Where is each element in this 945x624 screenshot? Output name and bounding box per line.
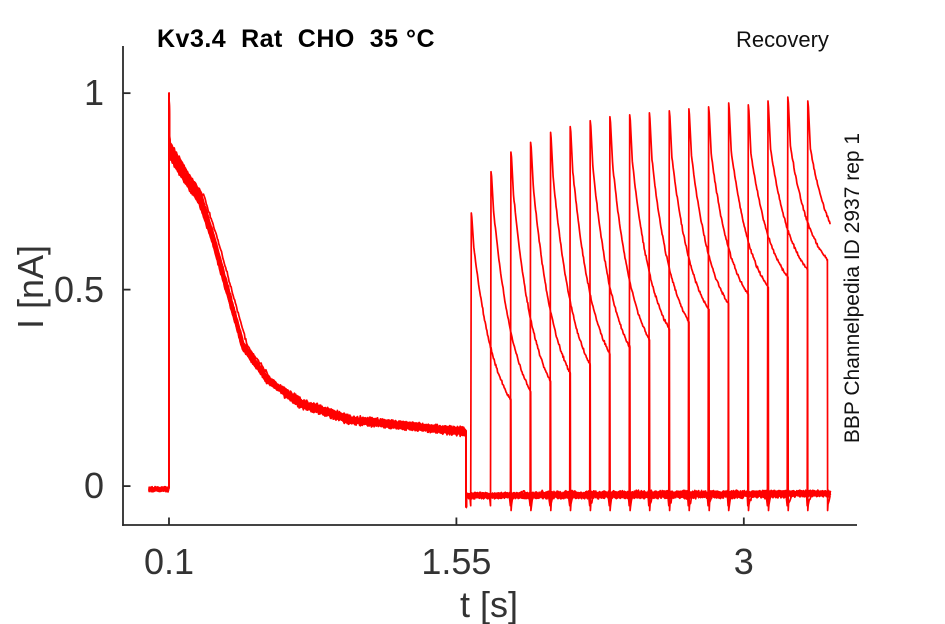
y-tick-label: 0 xyxy=(83,465,104,507)
current-trace-sweep xyxy=(148,92,831,512)
x-tick-label: 0.1 xyxy=(143,541,194,582)
x-tick-label: 1.55 xyxy=(421,541,492,582)
current-trace-sweep xyxy=(148,92,831,509)
x-axis-label: t [s] xyxy=(459,584,519,624)
side-watermark-label: BBP Channelpedia ID 2937 rep 1 xyxy=(841,132,864,444)
y-tick-label: 0.5 xyxy=(53,268,104,310)
plot-title: Kv3.4 Rat CHO 35 °C xyxy=(157,25,436,53)
y-tick-label: 1 xyxy=(83,72,104,114)
y-axis-label: I [nA] xyxy=(10,244,51,330)
x-tick-label: 3 xyxy=(733,541,754,582)
protocol-annotation: Recovery xyxy=(736,27,829,52)
